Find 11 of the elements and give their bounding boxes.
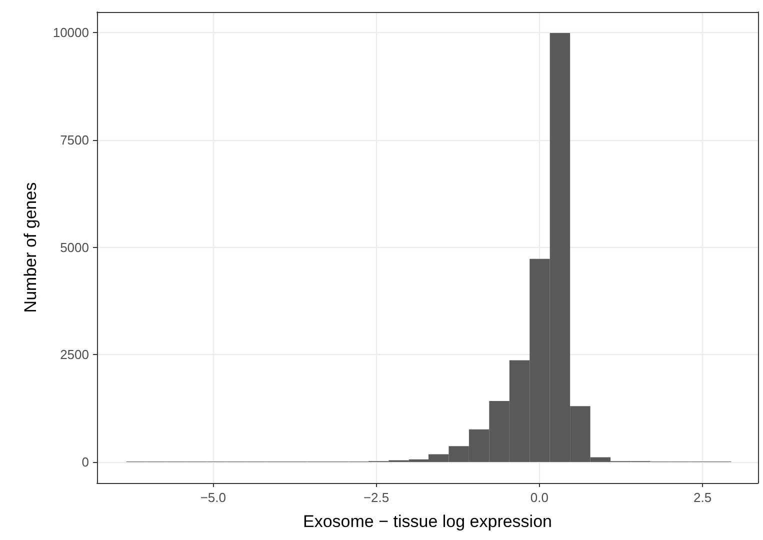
y-tick-label: 7500 xyxy=(60,132,89,148)
y-axis-title: Number of genes xyxy=(21,182,40,313)
y-tick-label: 2500 xyxy=(60,347,89,362)
x-tick-label: 0.0 xyxy=(530,490,548,505)
x-tick-label: 2.5 xyxy=(693,490,712,505)
x-tick-label: −5.0 xyxy=(200,490,226,505)
y-tick-label: 10000 xyxy=(52,25,89,40)
y-tick-label: 0 xyxy=(82,454,89,470)
x-tick-label: −2.5 xyxy=(363,490,390,505)
x-axis-title: Exosome − tissue log expression xyxy=(303,512,552,531)
y-tick-label: 5000 xyxy=(60,240,89,255)
